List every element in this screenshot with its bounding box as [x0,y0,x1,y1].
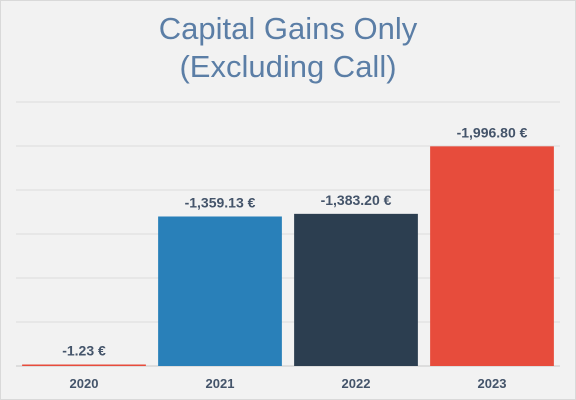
value-label-2020: -1.23 € [62,343,106,359]
value-label-2022: -1,383.20 € [321,192,392,208]
x-axis-ticks: 2020 2021 2022 2023 [70,376,507,391]
chart-title: Capital Gains Only (Excluding Call) [0,10,576,86]
x-tick-label-2021: 2021 [206,376,235,391]
bars [22,146,554,366]
chart-title-line-1: Capital Gains Only [158,11,418,46]
value-label-2023: -1,996.80 € [457,124,528,140]
bar-2023 [430,146,554,366]
bar-2021 [158,216,282,366]
bar-2020 [22,364,146,366]
bar-2022 [294,213,418,366]
value-label-2021: -1,359.13 € [185,194,256,210]
chart-title-line-2: (Excluding Call) [179,49,397,84]
value-labels: -1.23 € -1,359.13 € -1,383.20 € -1,996.80 € [62,124,527,358]
x-tick-label-2023: 2023 [478,376,507,391]
x-tick-label-2020: 2020 [70,376,99,391]
x-tick-label-2022: 2022 [342,376,371,391]
